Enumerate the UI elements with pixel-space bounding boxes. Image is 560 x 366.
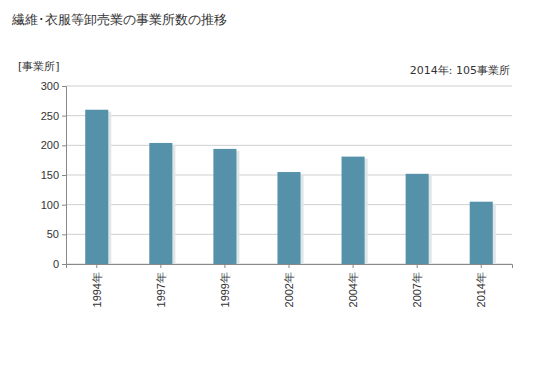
- bar: [149, 143, 172, 264]
- x-tick-label: 2014年: [475, 272, 487, 307]
- x-tick-mark: [96, 264, 97, 268]
- y-tick-label: 300: [41, 80, 59, 92]
- y-tick-label: 50: [47, 228, 59, 240]
- x-tick: 1997年: [155, 264, 167, 307]
- y-tick: 100: [41, 199, 66, 211]
- x-tick-label: 1999年: [219, 272, 231, 307]
- x-tick-label: 2004年: [347, 272, 359, 307]
- x-tick: 2014年: [475, 264, 487, 307]
- bar: [85, 110, 108, 264]
- x-tick-mark: [417, 264, 418, 268]
- bar: [470, 202, 493, 264]
- bars: [85, 110, 496, 264]
- bar: [406, 174, 429, 264]
- x-tick-label: 2007年: [411, 272, 423, 307]
- y-axis-title: [事業所]: [18, 60, 60, 73]
- x-tick-mark: [160, 264, 161, 268]
- x-tick-label: 1994年: [91, 272, 103, 307]
- x-axis: 1994年 1997年 1999年 2002年 2004年 2007年 2014年: [67, 264, 513, 307]
- y-axis: 0 50 100 150 200 250 300: [41, 80, 67, 270]
- x-tick-mark: [481, 264, 482, 268]
- y-tick: 150: [41, 169, 66, 181]
- y-tick-label: 150: [41, 169, 59, 181]
- y-tick-mark: [62, 234, 66, 235]
- x-tick-label: 1997年: [155, 272, 167, 307]
- x-tick-mark: [224, 264, 225, 268]
- x-tick-mark: [289, 264, 290, 268]
- y-tick-label: 250: [41, 110, 59, 122]
- x-tick-mark: [353, 264, 354, 268]
- y-tick-label: 0: [53, 258, 59, 270]
- y-tick: 250: [41, 110, 66, 122]
- y-tick-mark: [62, 145, 66, 146]
- y-tick-label: 200: [41, 139, 59, 151]
- x-axis-line: [67, 265, 513, 269]
- x-tick: 2007年: [411, 264, 423, 307]
- bar: [213, 149, 236, 264]
- y-tick-label: 100: [41, 199, 59, 211]
- x-tick: 2004年: [347, 264, 359, 307]
- plot: 0 50 100 150 200 250 300 1994年 1997年 1999年 2002年 20…: [41, 80, 513, 307]
- grid-line: [66, 115, 512, 116]
- y-tick-mark: [62, 86, 66, 87]
- x-tick: 1999年: [219, 264, 231, 307]
- x-tick-label: 2002年: [283, 272, 295, 307]
- chart: 繊維･衣服等卸売業の事業所数の推移 [事業所] 2014年: 105事業所 0 50 10…: [0, 0, 560, 366]
- y-tick: 50: [47, 228, 66, 240]
- y-tick-mark: [62, 264, 66, 265]
- title: 繊維･衣服等卸売業の事業所数の推移: [11, 12, 227, 27]
- grid-line: [66, 86, 512, 87]
- annotation: 2014年: 105事業所: [410, 64, 510, 77]
- x-tick: 2002年: [283, 264, 295, 307]
- y-axis-line: [62, 87, 67, 265]
- bar: [342, 157, 365, 264]
- bar: [277, 172, 300, 264]
- y-tick-mark: [62, 116, 66, 117]
- y-tick-mark: [62, 205, 66, 206]
- y-tick-mark: [62, 175, 66, 176]
- y-tick: 300: [41, 80, 66, 92]
- y-tick: 0: [53, 258, 66, 270]
- x-tick: 1994年: [91, 264, 103, 307]
- grid: [66, 86, 512, 264]
- grid-line: [66, 145, 512, 146]
- y-tick: 200: [41, 139, 66, 151]
